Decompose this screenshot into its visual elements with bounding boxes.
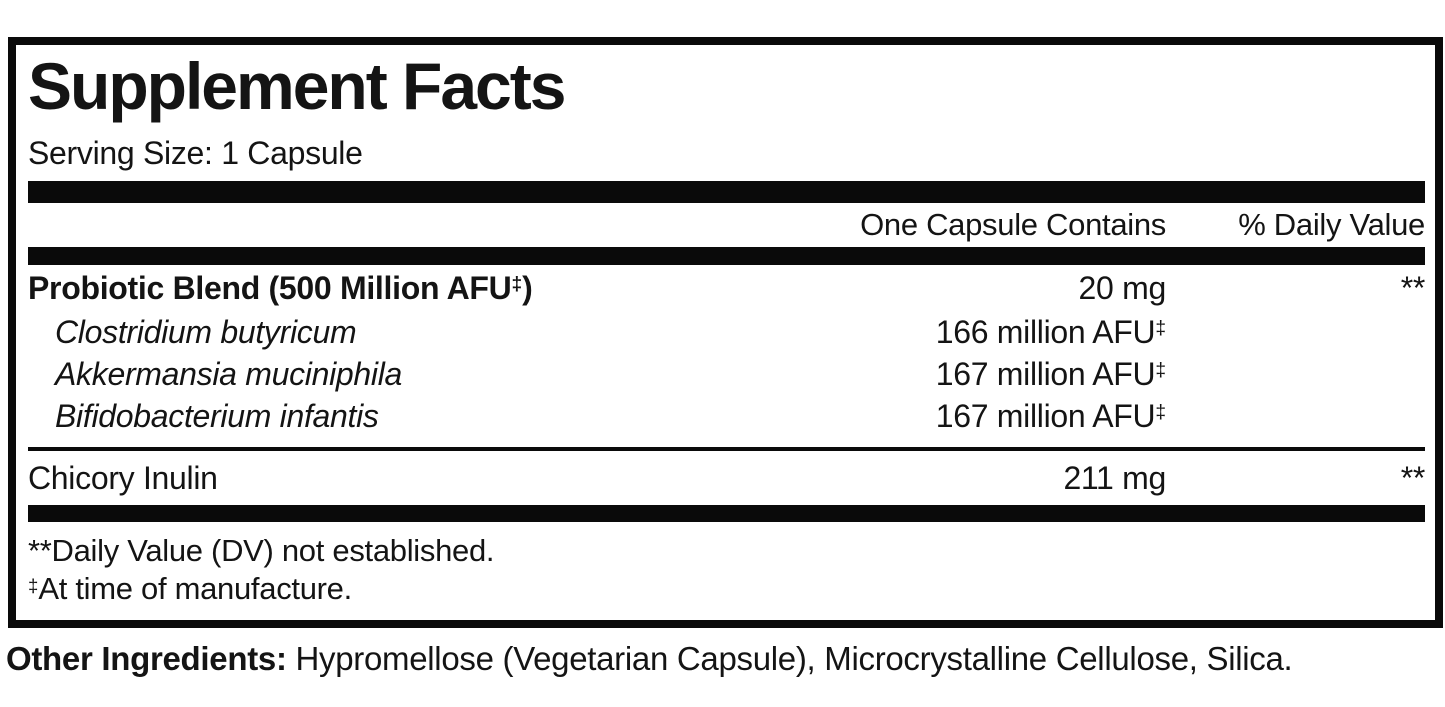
dagger-symbol: ‡	[28, 574, 39, 596]
footnote-manufacture: ‡At time of manufacture.	[28, 571, 352, 606]
column-header-daily-value: % Daily Value	[1238, 207, 1425, 242]
ingredient-name: Probiotic Blend (500 Million AFU‡)	[28, 270, 533, 306]
ingredient-amount: 20 mg	[1078, 270, 1167, 306]
ingredient-name: Chicory Inulin	[28, 460, 218, 496]
row-clostridium-butyricum: Clostridium butyricum 166 million AFU‡	[28, 311, 1425, 353]
serving-size: Serving Size: 1 Capsule	[28, 135, 363, 171]
ingredient-daily-value: **	[1400, 460, 1426, 496]
ingredient-name: Bifidobacterium infantis	[55, 398, 379, 434]
dagger-symbol: ‡	[1155, 401, 1166, 423]
other-ingredients: Other Ingredients: Hypromellose (Vegetar…	[6, 639, 1293, 679]
divider-thick-header	[28, 247, 1425, 265]
divider-thin	[28, 447, 1425, 451]
row-chicory-inulin: Chicory Inulin 211 mg **	[28, 453, 1425, 503]
ingredient-amount: 167 million AFU‡	[935, 398, 1166, 434]
other-ingredients-label: Other Ingredients:	[6, 640, 287, 677]
ingredient-daily-value: **	[1400, 270, 1426, 306]
row-akkermansia-muciniphila: Akkermansia muciniphila 167 million AFU‡	[28, 353, 1425, 395]
dagger-symbol: ‡	[1155, 359, 1166, 381]
ingredient-name: Clostridium butyricum	[55, 314, 357, 350]
column-header-row: One Capsule Contains % Daily Value	[28, 203, 1425, 247]
panel-title: Supplement Facts	[28, 49, 566, 123]
column-header-amount: One Capsule Contains	[860, 207, 1166, 242]
other-ingredients-text: Hypromellose (Vegetarian Capsule), Micro…	[286, 640, 1293, 677]
ingredient-name: Akkermansia muciniphila	[55, 356, 403, 392]
divider-thick-bottom	[28, 505, 1425, 522]
row-probiotic-blend: Probiotic Blend (500 Million AFU‡) 20 mg…	[28, 265, 1425, 311]
footnote-daily-value: **Daily Value (DV) not established.	[28, 533, 495, 568]
divider-thick-top	[28, 181, 1425, 203]
dagger-symbol: ‡	[511, 273, 523, 295]
ingredient-amount: 211 mg	[1063, 460, 1166, 496]
supplement-facts-panel: Supplement Facts Serving Size: 1 Capsule…	[8, 37, 1443, 628]
ingredient-amount: 167 million AFU‡	[935, 356, 1166, 392]
row-bifidobacterium-infantis: Bifidobacterium infantis 167 million AFU…	[28, 395, 1425, 437]
dagger-symbol: ‡	[1155, 317, 1166, 339]
ingredient-amount: 166 million AFU‡	[935, 314, 1166, 350]
